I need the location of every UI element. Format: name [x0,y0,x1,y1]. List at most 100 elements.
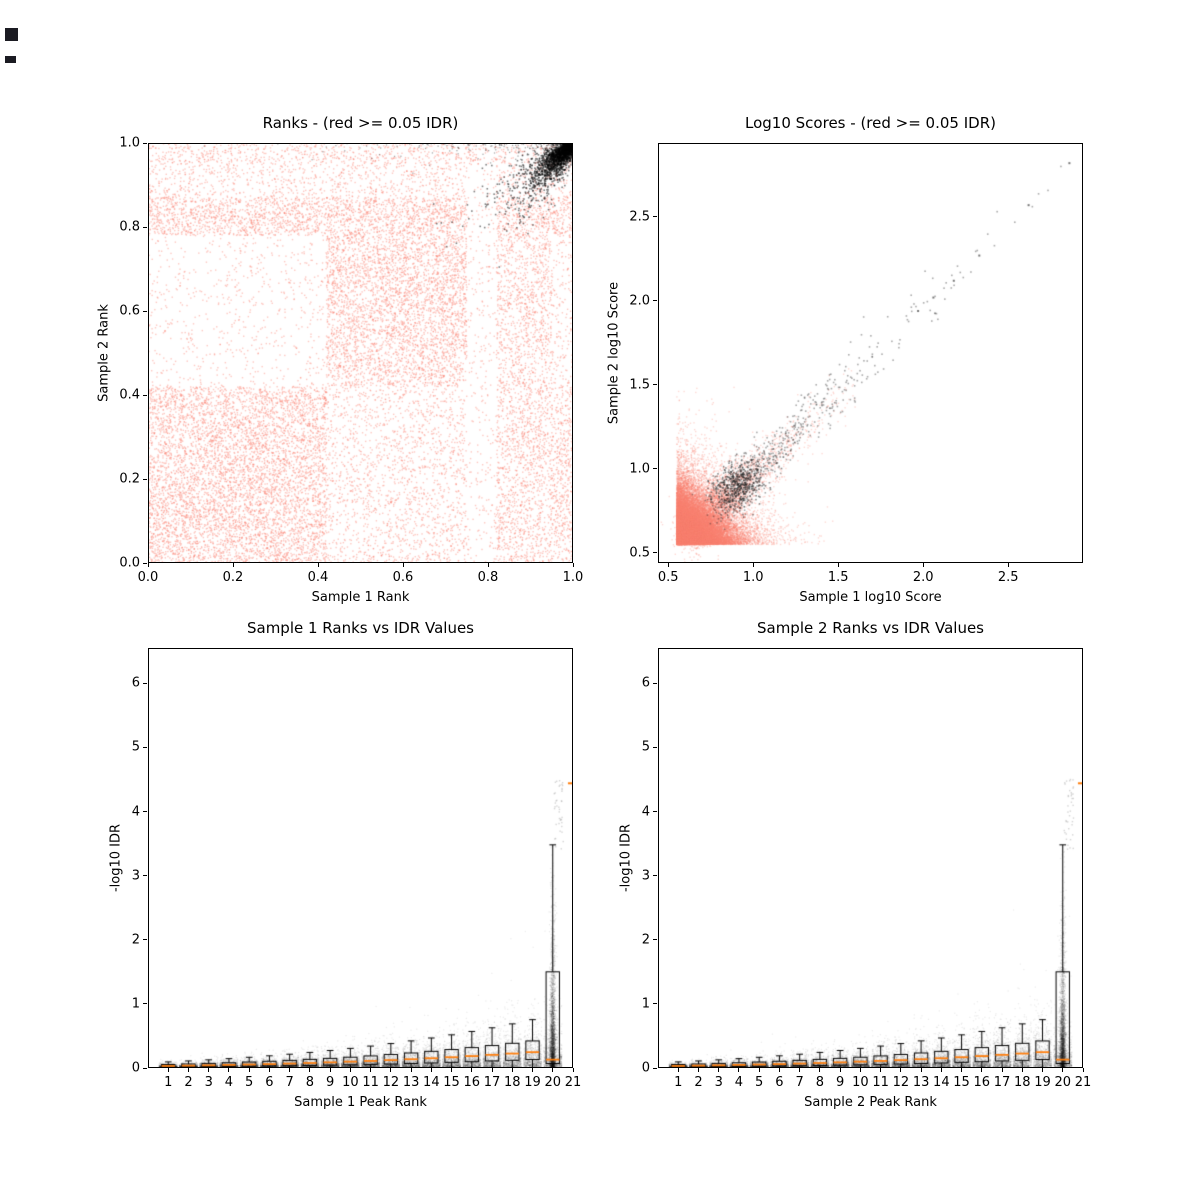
x-tick-label: 13 [912,1075,930,1090]
y-tick-mark [143,875,147,877]
x-tick-mark [487,563,489,567]
x-tick-label: 5 [755,1075,764,1090]
ranks-scatter-canvas [148,143,573,563]
x-tick-label: 10 [852,1075,869,1090]
y-tick-label: 2 [641,932,650,948]
y-axis-label: -log10 IDR [618,823,634,893]
x-axis-label: Sample 2 Peak Rank [804,1095,937,1110]
x-tick-label: 1.5 [827,570,849,585]
y-tick-label: 4 [641,804,650,819]
x-tick-mark [228,1068,230,1072]
x-tick-label: 4 [734,1075,744,1090]
y-tick-mark [143,562,147,564]
x-tick-mark [837,563,839,567]
x-tick-mark [349,1068,351,1072]
y-tick-mark [143,811,147,812]
y-tick-label: 1 [641,996,650,1012]
x-tick-label: 15 [953,1075,970,1090]
y-tick-mark [653,746,657,748]
x-tick-mark [799,1068,801,1072]
x-tick-mark [1007,563,1009,567]
x-tick-label: 14 [933,1075,950,1090]
x-tick-mark [697,1068,699,1072]
x-tick-label: 1 [164,1075,173,1090]
x-tick-mark [819,1068,821,1072]
x-tick-mark [1021,1068,1023,1072]
y-tick-label: 0.4 [119,387,140,403]
x-tick-mark [317,563,319,567]
x-tick-mark [572,1068,574,1072]
x-axis-label: Sample 1 log10 Score [799,590,942,605]
x-tick-mark [167,1068,169,1072]
x-tick-label: 0.4 [307,570,329,585]
x-tick-label: 13 [402,1075,420,1090]
x-tick-label: 2.0 [912,570,934,585]
y-tick-mark [653,384,657,386]
x-tick-label: 0.2 [222,570,244,585]
y-tick-mark [143,478,147,480]
x-tick-mark [961,1068,963,1072]
x-tick-label: 0.5 [657,570,679,585]
x-tick-label: 17 [483,1075,501,1090]
x-tick-mark [677,1068,679,1072]
x-tick-mark [1001,1068,1003,1072]
subplot-idr-sample1: Sample 1 Ranks vs IDR Values -log10 IDR … [109,619,582,1110]
x-tick-label: 15 [443,1075,460,1090]
x-tick-mark [147,563,149,567]
x-axis-label: Sample 1 Peak Rank [294,1095,427,1110]
x-tick-mark [248,1068,250,1072]
x-tick-label: 6 [265,1075,274,1090]
x-tick-label: 0.8 [477,570,499,585]
y-tick-label: 3 [641,868,650,884]
x-tick-mark [451,1068,453,1072]
subplot-idr-sample2: Sample 2 Ranks vs IDR Values -log10 IDR … [619,619,1092,1110]
x-tick-mark [718,1068,720,1072]
y-tick-mark [143,394,147,396]
x-tick-label: 21 [564,1075,582,1090]
y-tick-mark [653,875,657,877]
x-tick-label: 21 [1074,1075,1092,1090]
y-tick-label: 0.8 [119,219,140,235]
x-tick-mark [572,563,574,567]
y-tick-mark [143,310,147,312]
y-axis-label: Sample 2 log10 Score [606,281,622,425]
x-tick-label: 12 [382,1075,400,1090]
x-tick-label: 6 [775,1075,784,1090]
x-tick-label: 11 [362,1075,379,1090]
x-tick-mark [471,1068,473,1072]
y-tick-mark [653,552,657,554]
y-tick-mark [143,682,147,684]
x-tick-mark [738,1068,740,1072]
plot-title: Log10 Scores - (red >= 0.05 IDR) [745,114,996,132]
plot-title: Sample 1 Ranks vs IDR Values [246,619,474,637]
y-tick-label: 1.5 [629,377,650,393]
y-tick-mark [653,1003,657,1005]
x-tick-mark [402,563,404,567]
x-tick-label: 2 [694,1075,703,1090]
x-tick-mark [1082,1068,1084,1072]
y-axis-label: Sample 2 Rank [96,304,112,402]
x-tick-mark [758,1068,760,1072]
x-tick-mark [839,1068,841,1072]
x-tick-label: 10 [342,1075,359,1090]
x-tick-mark [390,1068,392,1072]
x-tick-label: 2.5 [997,570,1019,585]
idr-sample2-canvas [658,648,1083,1068]
x-tick-label: 12 [892,1075,910,1090]
x-tick-label: 16 [463,1075,481,1090]
x-tick-mark [410,1068,412,1072]
x-tick-label: 14 [423,1075,440,1090]
x-tick-label: 20 [544,1075,562,1090]
x-tick-mark [1042,1068,1044,1072]
y-tick-mark [653,811,657,812]
x-tick-label: 18 [504,1075,521,1090]
y-tick-label: 0 [131,1060,140,1076]
x-tick-label: 18 [1014,1075,1031,1090]
y-tick-label: 2.0 [629,293,650,309]
x-tick-mark [370,1068,372,1072]
y-tick-mark [653,216,657,218]
x-tick-label: 9 [836,1075,845,1090]
x-tick-label: 2 [184,1075,193,1090]
y-tick-label: 1.0 [629,461,650,477]
y-tick-mark [143,746,147,748]
